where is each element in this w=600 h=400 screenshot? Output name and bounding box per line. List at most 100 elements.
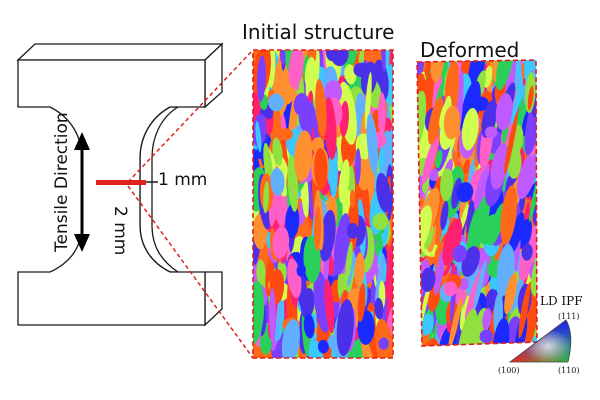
grain bbox=[324, 278, 335, 334]
dimension-thickness-label: 2 mm bbox=[110, 206, 130, 256]
grain bbox=[474, 163, 490, 210]
title-deformed: Deformed bbox=[420, 38, 520, 62]
grain bbox=[457, 308, 478, 346]
grain bbox=[366, 113, 379, 175]
grain bbox=[479, 329, 494, 344]
grain bbox=[443, 281, 458, 297]
ipf-corner-111: (111) bbox=[558, 312, 580, 321]
grain bbox=[473, 260, 487, 311]
grain bbox=[281, 319, 301, 358]
grain bbox=[330, 50, 349, 67]
grain bbox=[443, 105, 461, 140]
grain bbox=[527, 85, 534, 111]
grain bbox=[268, 93, 284, 112]
grain bbox=[388, 59, 393, 107]
cross-section-marker bbox=[96, 180, 158, 185]
grain bbox=[269, 287, 276, 345]
grain bbox=[440, 168, 454, 201]
grain bbox=[504, 272, 518, 315]
grain bbox=[270, 167, 285, 196]
grain bbox=[313, 206, 322, 252]
grain bbox=[504, 112, 518, 175]
grain bbox=[461, 107, 479, 151]
grain bbox=[256, 55, 266, 102]
grain bbox=[454, 289, 467, 303]
grain bbox=[516, 153, 537, 199]
tensile-direction-label: Tensile Direction bbox=[52, 112, 72, 252]
grain bbox=[323, 97, 337, 160]
grain bbox=[354, 148, 361, 185]
grain bbox=[385, 238, 393, 301]
title-initial-structure: Initial structure bbox=[242, 20, 395, 44]
grain bbox=[424, 60, 432, 77]
grain bbox=[440, 200, 449, 231]
grain bbox=[438, 145, 452, 181]
grain bbox=[456, 182, 474, 203]
grain bbox=[419, 313, 434, 336]
grain bbox=[338, 159, 350, 204]
grain bbox=[420, 267, 436, 292]
grain bbox=[435, 149, 443, 169]
grain bbox=[492, 318, 510, 346]
grain bbox=[378, 337, 389, 350]
grain bbox=[496, 60, 516, 91]
dimension-width-label: 1 mm bbox=[158, 170, 208, 190]
projection-lines bbox=[127, 49, 254, 359]
grain bbox=[532, 201, 537, 226]
grain bbox=[303, 313, 315, 339]
grain bbox=[374, 297, 384, 320]
grain bbox=[298, 100, 317, 133]
grain bbox=[482, 214, 500, 242]
grain bbox=[521, 243, 533, 261]
grain bbox=[374, 241, 380, 257]
ipf-corner-100: (100) bbox=[498, 366, 520, 375]
grain bbox=[300, 288, 315, 319]
grain bbox=[507, 147, 522, 179]
grain bbox=[336, 299, 354, 357]
ebsd-map-deformed bbox=[417, 60, 537, 346]
grain bbox=[263, 181, 270, 214]
grain bbox=[425, 338, 439, 346]
grain bbox=[275, 287, 282, 344]
grain bbox=[296, 264, 306, 277]
grain bbox=[427, 96, 444, 145]
grain bbox=[345, 241, 353, 281]
grain bbox=[263, 142, 273, 187]
grain bbox=[279, 50, 286, 65]
grain bbox=[421, 135, 439, 185]
grain bbox=[364, 72, 372, 130]
grain bbox=[452, 245, 467, 263]
tensile-arrow bbox=[74, 132, 90, 252]
grain bbox=[380, 50, 386, 73]
grain bbox=[253, 280, 265, 344]
grain bbox=[483, 65, 493, 88]
grain bbox=[509, 212, 525, 253]
grain bbox=[377, 92, 386, 137]
grain bbox=[346, 223, 359, 239]
grain bbox=[333, 213, 351, 276]
tensile-specimen bbox=[16, 42, 224, 327]
grain bbox=[314, 148, 328, 190]
grain bbox=[463, 159, 470, 174]
grain bbox=[255, 120, 262, 153]
ipf-legend-title: LD IPF bbox=[540, 294, 583, 308]
grain bbox=[472, 96, 489, 112]
grain bbox=[294, 130, 313, 182]
grain bbox=[448, 297, 463, 346]
grain bbox=[357, 283, 366, 322]
grain bbox=[353, 62, 370, 78]
grain bbox=[417, 90, 427, 150]
ebsd-map-initial bbox=[253, 50, 393, 358]
ipf-corner-110: (110) bbox=[558, 366, 580, 375]
grain bbox=[427, 168, 442, 182]
grain bbox=[530, 268, 537, 297]
grain bbox=[349, 189, 356, 208]
grain bbox=[315, 79, 327, 137]
grain bbox=[272, 226, 290, 259]
grain bbox=[495, 93, 513, 131]
grain bbox=[378, 147, 385, 170]
grain bbox=[518, 283, 531, 339]
grain bbox=[272, 137, 283, 166]
grain bbox=[344, 64, 357, 85]
